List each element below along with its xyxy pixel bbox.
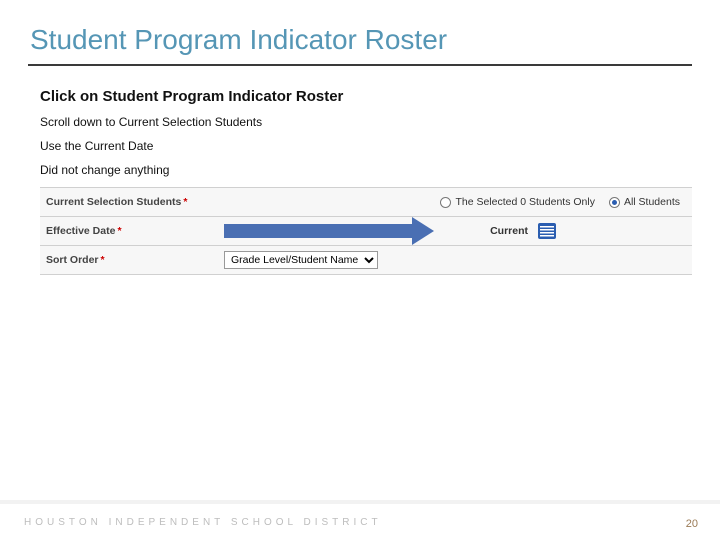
current-selection-options: The Selected 0 Students Only All Student… xyxy=(224,191,686,213)
radio-all-students[interactable]: All Students xyxy=(609,196,680,208)
form-panel: Current Selection Students * The Selecte… xyxy=(40,187,692,275)
sort-order-select[interactable]: Grade Level/Student Name xyxy=(224,251,378,269)
label-current-selection: Current Selection Students * xyxy=(46,196,224,208)
instruction-line-1: Click on Student Program Indicator Roste… xyxy=(40,88,692,105)
label-effective-date: Effective Date * xyxy=(46,225,224,237)
page-title: Student Program Indicator Roster xyxy=(28,24,692,56)
effective-date-field: Current xyxy=(224,220,686,242)
radio-all-students-label: All Students xyxy=(624,196,680,208)
label-current-selection-text: Current Selection Students xyxy=(46,196,181,208)
page-number: 20 xyxy=(686,518,698,530)
title-underline xyxy=(28,64,692,66)
footer-org: HOUSTON INDEPENDENT SCHOOL DISTRICT xyxy=(24,517,382,528)
label-sort-order: Sort Order * xyxy=(46,254,224,266)
row-sort-order: Sort Order * Grade Level/Student Name xyxy=(40,245,692,274)
radio-selected-only-label: The Selected 0 Students Only xyxy=(455,196,595,208)
instruction-line-2: Scroll down to Current Selection Student… xyxy=(40,115,692,129)
effective-date-value-group: Current xyxy=(490,223,686,239)
label-effective-date-text: Effective Date xyxy=(46,225,115,237)
content-area: Click on Student Program Indicator Roste… xyxy=(28,88,692,275)
radio-all-students-icon xyxy=(609,197,620,208)
row-effective-date: Effective Date * Current xyxy=(40,216,692,245)
arrow-head-icon xyxy=(412,217,434,245)
label-sort-order-text: Sort Order xyxy=(46,254,99,266)
footer: HOUSTON INDEPENDENT SCHOOL DISTRICT xyxy=(0,500,720,540)
required-asterisk: * xyxy=(101,254,105,266)
required-asterisk: * xyxy=(183,196,187,208)
radio-selected-only-icon xyxy=(440,197,451,208)
arrow-shaft xyxy=(224,224,412,238)
instruction-line-3: Use the Current Date xyxy=(40,139,692,153)
required-asterisk: * xyxy=(117,225,121,237)
sort-order-field: Grade Level/Student Name xyxy=(224,249,686,271)
row-current-selection: Current Selection Students * The Selecte… xyxy=(40,187,692,216)
slide: Student Program Indicator Roster Click o… xyxy=(0,0,720,540)
effective-date-value: Current xyxy=(490,225,528,237)
radio-selected-only[interactable]: The Selected 0 Students Only xyxy=(440,196,595,208)
callout-arrow xyxy=(224,217,434,245)
calendar-icon[interactable] xyxy=(538,223,556,239)
instruction-line-4: Did not change anything xyxy=(40,163,692,177)
